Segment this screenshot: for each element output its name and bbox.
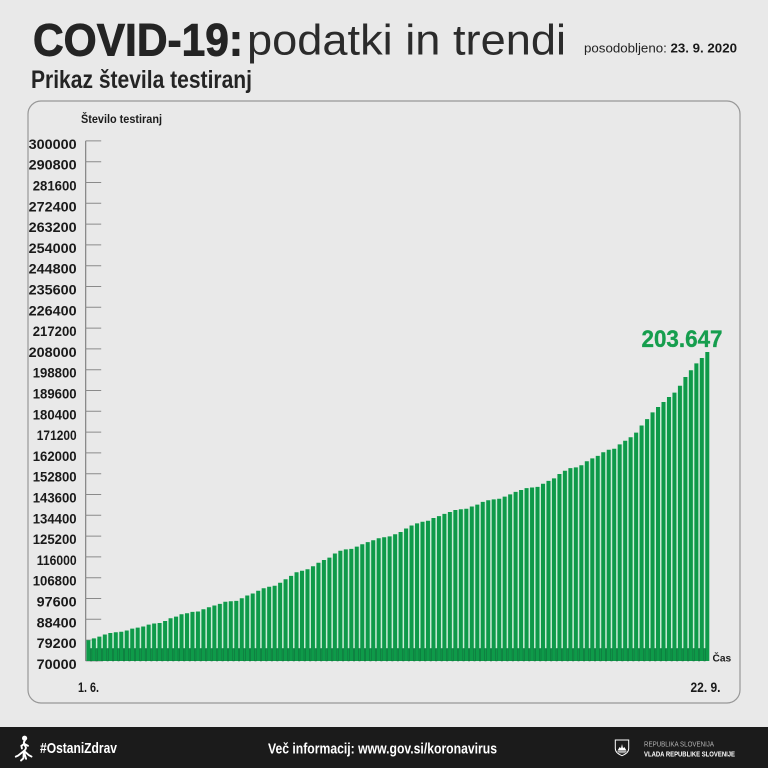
svg-text:posodobljeno:: posodobljeno: [584, 41, 667, 56]
svg-text:#OstaniZdrav: #OstaniZdrav [40, 741, 118, 757]
svg-text:VLADA REPUBLIKE SLOVENIJE: VLADA REPUBLIKE SLOVENIJE [644, 750, 735, 759]
svg-text:203.647: 203.647 [642, 326, 723, 353]
svg-text:244800: 244800 [29, 262, 77, 277]
svg-text:79200: 79200 [37, 636, 77, 651]
svg-text:88400: 88400 [37, 615, 77, 630]
svg-text:Čas: Čas [713, 652, 732, 665]
svg-text:300000: 300000 [29, 137, 77, 152]
svg-text:263200: 263200 [29, 220, 77, 235]
svg-text:226400: 226400 [29, 303, 77, 318]
svg-text:272400: 272400 [29, 199, 77, 214]
svg-text:Več informacij: www.gov.si/kor: Več informacij: www.gov.si/koronavirus [268, 742, 497, 758]
svg-text:180400: 180400 [33, 407, 77, 422]
svg-text:208000: 208000 [29, 345, 77, 360]
svg-text:134400: 134400 [33, 511, 77, 526]
svg-text:235600: 235600 [29, 283, 77, 298]
svg-text:217200: 217200 [33, 324, 77, 339]
svg-text:Prikaz števila testiranj: Prikaz števila testiranj [31, 67, 252, 94]
svg-text:281600: 281600 [33, 179, 77, 194]
svg-text:162000: 162000 [33, 449, 77, 464]
svg-text:116000: 116000 [37, 553, 77, 568]
svg-text:COVID-19:: COVID-19: [33, 15, 243, 66]
svg-text:97600: 97600 [37, 595, 77, 610]
svg-text:podatki in trendi: podatki in trendi [247, 18, 566, 65]
svg-text:143600: 143600 [33, 491, 77, 506]
svg-text:254000: 254000 [29, 241, 77, 256]
svg-text:REPUBLIKA SLOVENIJA: REPUBLIKA SLOVENIJA [644, 740, 714, 749]
svg-text:290800: 290800 [29, 158, 77, 173]
svg-text:23. 9. 2020: 23. 9. 2020 [670, 41, 737, 56]
svg-text:Število testiranj: Število testiranj [81, 113, 162, 126]
svg-text:152800: 152800 [33, 470, 77, 485]
svg-text:1. 6.: 1. 6. [78, 680, 99, 695]
svg-text:189600: 189600 [33, 387, 77, 402]
svg-text:198800: 198800 [33, 366, 77, 381]
svg-text:106800: 106800 [33, 574, 77, 589]
svg-text:125200: 125200 [33, 532, 77, 547]
svg-text:70000: 70000 [37, 657, 77, 672]
svg-text:22. 9.: 22. 9. [691, 680, 721, 695]
svg-text:171200: 171200 [37, 428, 77, 443]
